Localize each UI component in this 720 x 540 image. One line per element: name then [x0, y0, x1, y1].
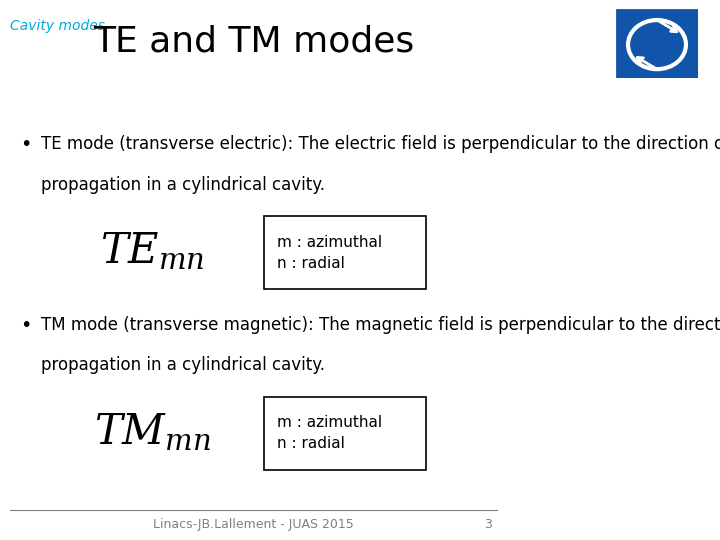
Text: Linacs-JB.Lallement - JUAS 2015: Linacs-JB.Lallement - JUAS 2015 — [153, 518, 354, 531]
Text: m : azimuthal: m : azimuthal — [276, 235, 382, 250]
Text: •: • — [20, 135, 32, 154]
Text: TE mode (transverse electric): The electric field is perpendicular to the direct: TE mode (transverse electric): The elect… — [40, 135, 720, 153]
Text: n : radial: n : radial — [276, 256, 344, 272]
Text: Cavity modes: Cavity modes — [10, 19, 105, 33]
Text: n : radial: n : radial — [276, 436, 344, 451]
FancyBboxPatch shape — [264, 216, 426, 289]
FancyBboxPatch shape — [264, 397, 426, 470]
Text: m : azimuthal: m : azimuthal — [276, 415, 382, 430]
FancyBboxPatch shape — [617, 10, 697, 77]
Text: TM mode (transverse magnetic): The magnetic field is perpendicular to the direct: TM mode (transverse magnetic): The magne… — [40, 316, 720, 334]
Text: TE and TM modes: TE and TM modes — [93, 24, 414, 58]
Text: 3: 3 — [485, 518, 492, 531]
Text: CERN: CERN — [642, 0, 672, 8]
Text: •: • — [20, 316, 32, 335]
Text: propagation in a cylindrical cavity.: propagation in a cylindrical cavity. — [40, 176, 325, 193]
Text: $TE_{mn}$: $TE_{mn}$ — [100, 230, 204, 272]
Text: $TM_{mn}$: $TM_{mn}$ — [94, 411, 210, 453]
Text: propagation in a cylindrical cavity.: propagation in a cylindrical cavity. — [40, 356, 325, 374]
